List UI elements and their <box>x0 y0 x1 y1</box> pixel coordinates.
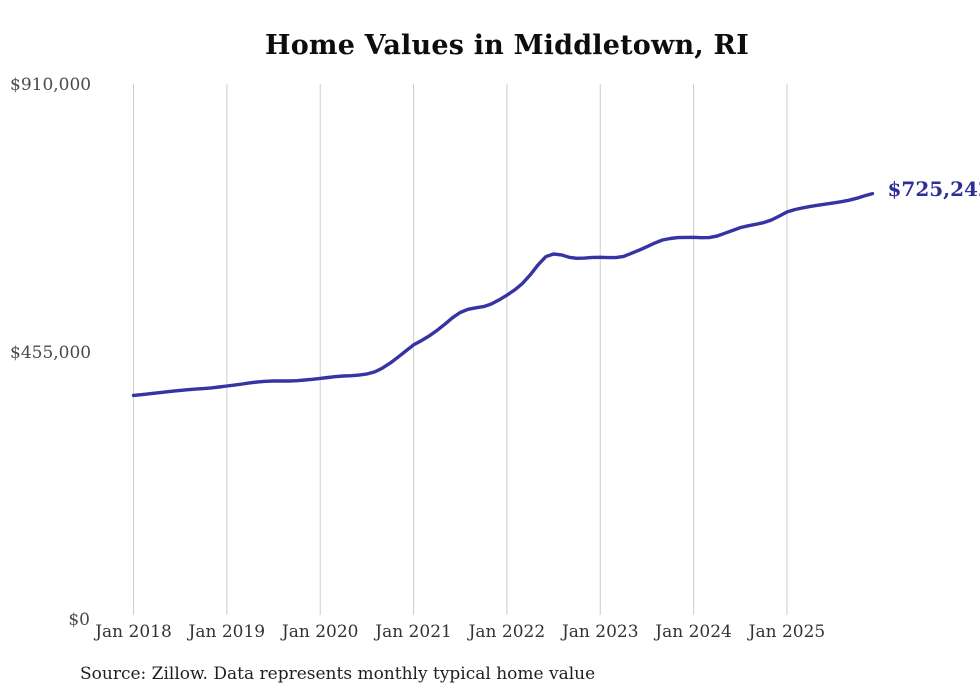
x-axis-tick-jan-2021: Jan 2021 <box>375 622 452 642</box>
home-value-line-series <box>131 191 875 398</box>
y-axis-tick-455000: $455,000 <box>10 342 92 363</box>
x-axis-tick-jan-2018: Jan 2018 <box>95 622 172 642</box>
y-axis-tick-0: $0 <box>68 610 90 630</box>
x-axis-tick-jan-2019: Jan 2019 <box>188 622 266 642</box>
y-axis-tick-910000: $910,000 <box>10 75 92 95</box>
latest-value-label: $725,242 <box>887 176 980 201</box>
source-attribution: Source: Zillow. Data represents monthly … <box>80 664 596 684</box>
x-axis-tick-jan-2022: Jan 2022 <box>468 622 546 642</box>
x-axis-tick-jan-2020: Jan 2020 <box>281 622 359 642</box>
x-axis-tick-jan-2025: Jan 2025 <box>748 622 826 642</box>
chart-title: Home Values in Middletown, RI <box>265 30 749 61</box>
vertical-gridlines <box>133 84 788 615</box>
x-axis-tick-jan-2023: Jan 2023 <box>561 622 639 642</box>
x-axis-tick-jan-2024: Jan 2024 <box>655 622 732 642</box>
